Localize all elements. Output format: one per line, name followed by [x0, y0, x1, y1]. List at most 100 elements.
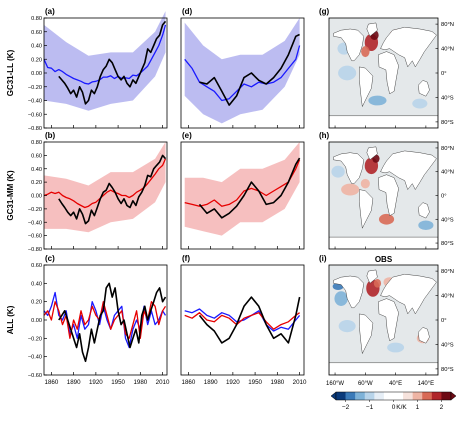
y-tick-label: −0.60 — [28, 112, 42, 118]
x-tick-label: 1890 — [204, 379, 218, 386]
continent-outline — [333, 152, 365, 184]
colorbar-swatch — [412, 392, 423, 400]
y-tick-label: 0.60 — [31, 263, 42, 269]
y-tick-label: 0.20 — [31, 57, 42, 63]
lat-tick-label: 80°N — [441, 146, 454, 152]
y-tick-label: 0.40 — [31, 167, 42, 173]
continent-outline — [418, 80, 430, 97]
y-tick-label: −0.20 — [28, 207, 42, 213]
x-tick-label: 1950 — [111, 379, 125, 386]
continent-outline — [380, 273, 437, 315]
row-ylabel: GC31-MM (K) — [6, 170, 15, 221]
lat-tick-label: 80°S — [441, 241, 454, 247]
map-content — [329, 18, 438, 128]
anomaly-patch — [341, 183, 360, 196]
colorbar-swatch — [403, 392, 413, 400]
lat-tick-label: 0° — [441, 71, 447, 77]
continent-outline — [418, 202, 430, 219]
plot-frame — [180, 264, 305, 376]
y-tick-label: 0.40 — [31, 281, 42, 287]
series-line-black — [58, 282, 167, 363]
y-tick-label: 0.00 — [31, 318, 42, 324]
y-tick-label: −0.40 — [28, 220, 42, 226]
lon-tick-label: 60°W — [358, 381, 373, 387]
anomaly-patch — [360, 178, 370, 189]
continent-outline — [329, 115, 438, 128]
colorbar-swatch — [336, 392, 346, 400]
lon-tick-label: 40°E — [389, 381, 402, 387]
lat-tick-label: 80°N — [441, 269, 454, 275]
lat-tick-label: 80°S — [441, 120, 454, 126]
colorbar-swatch — [383, 392, 394, 400]
colorbar-tick-label: 2 — [440, 404, 444, 411]
series-line-red — [43, 301, 167, 339]
x-tick-label: 1920 — [226, 379, 240, 386]
y-tick-label: 0.20 — [31, 300, 42, 306]
plot-frame — [180, 17, 305, 129]
colorbar-tick-label: −1 — [366, 404, 374, 411]
lon-tick-label: 140°E — [418, 381, 434, 387]
row-ylabel: GC31-LL (K) — [6, 49, 15, 96]
time-panel-4: (d) — [180, 7, 305, 129]
lat-tick-label: 40°N — [441, 294, 454, 300]
colorbar-swatch — [374, 392, 385, 400]
x-tick-label: 2010 — [293, 379, 307, 386]
obs-title: OBS — [375, 255, 393, 264]
row-ylabel: ALL (K) — [6, 305, 15, 334]
continent-outline — [359, 66, 374, 108]
panel-label: (h) — [319, 131, 330, 140]
x-tick-label: 1950 — [248, 379, 262, 386]
x-tick-label: 1980 — [133, 379, 147, 386]
colorbar-swatch — [431, 392, 442, 400]
panel-label: (b) — [45, 131, 56, 140]
map-panel-3: 80°N 40°N 0° 40°S 80°S (i) — [319, 254, 454, 376]
panel-label: (d) — [182, 7, 193, 16]
colorbar-swatch — [422, 392, 433, 400]
map-content — [329, 265, 438, 375]
plot-frame — [180, 141, 305, 250]
y-tick-label: 0.00 — [31, 71, 42, 77]
uncertainty-band — [44, 11, 166, 111]
anomaly-patch — [368, 95, 387, 106]
colorbar-tick-label: 1 — [416, 404, 420, 411]
panel-label: (i) — [319, 254, 327, 263]
anomaly-patch — [361, 46, 370, 58]
time-panel-2: 0.80 0.60 0.40 0.20 0.00 −0.20 −0.40 −0.60 −0.80… — [28, 131, 168, 253]
anomaly-patch — [378, 213, 395, 225]
y-tick-label: −0.80 — [28, 126, 42, 132]
lon-tick-label: 160°W — [326, 381, 344, 387]
panel-label: (c) — [45, 254, 55, 263]
series-line-blue — [184, 308, 301, 332]
continent-outline — [333, 28, 365, 62]
anomaly-patch — [338, 65, 357, 81]
anomaly-patch — [412, 98, 428, 109]
map-panel-1: 80°N 40°N 0° 40°S 80°S (g) — [319, 7, 454, 129]
continent-outline — [380, 150, 437, 191]
lat-tick-label: 40°S — [441, 217, 454, 223]
continent-outline — [378, 298, 399, 342]
time-panel-5: (e) — [180, 131, 305, 250]
uncertainty-band — [184, 18, 300, 124]
continent-outline — [380, 26, 437, 68]
colorbar-swatch — [393, 392, 404, 400]
continent-outline — [366, 269, 378, 284]
continent-outline — [378, 51, 399, 95]
panel-label: (e) — [182, 131, 192, 140]
y-tick-label: 0.00 — [31, 194, 42, 200]
y-tick-label: −0.40 — [28, 355, 42, 361]
map-panel-2: 80°N 40°N 0° 40°S 80°S (h) — [319, 131, 454, 250]
time-panel-6: 1860 1890 1920 1950 1980 2010 (f) — [180, 254, 307, 386]
map-content — [329, 142, 438, 249]
y-tick-label: 0.20 — [31, 180, 42, 186]
lat-tick-label: 40°N — [441, 47, 454, 53]
continent-outline — [418, 327, 430, 344]
series-line-red — [184, 159, 301, 207]
continent-outline — [329, 362, 438, 375]
x-tick-label: 1860 — [182, 379, 196, 386]
x-tick-label: 1920 — [89, 379, 103, 386]
y-tick-label: 0.40 — [31, 44, 42, 50]
continent-outline — [366, 22, 378, 37]
